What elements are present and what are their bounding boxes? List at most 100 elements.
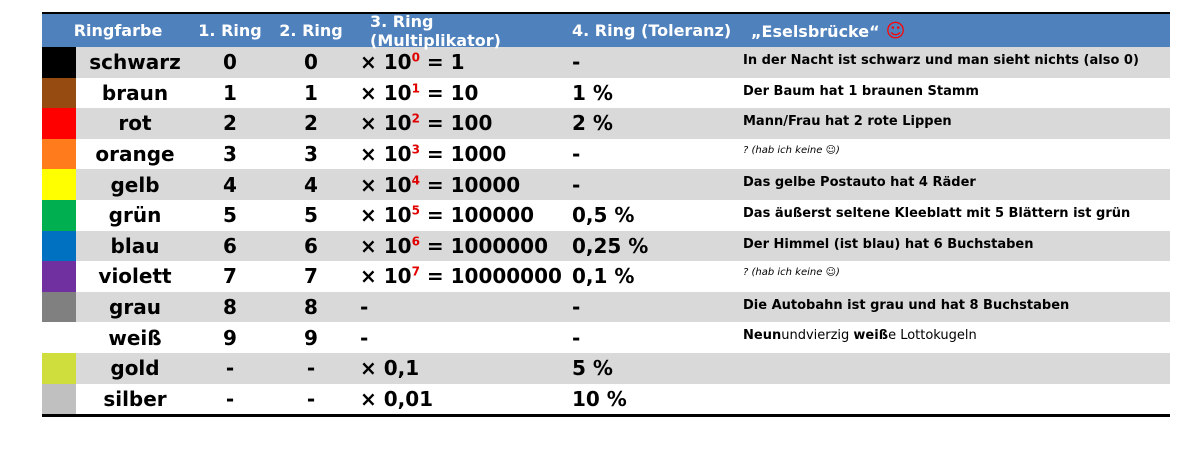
mnemonic-part: e Lottokugeln <box>888 328 977 344</box>
color-name: weiß <box>108 325 162 350</box>
header-mnemonic-label: „Eselsbrücke“ <box>751 21 880 41</box>
color-name: braun <box>101 80 169 105</box>
ring1-value: 5 <box>223 203 237 228</box>
smiley-face-icon: ☺ <box>885 19 906 42</box>
mnemonic-text <box>739 384 1170 390</box>
table-body: schwarz 0 0 × 100 = 1- In der Nacht ist schw… <box>42 47 1170 415</box>
multiplier-result: = 10000000 <box>419 264 562 289</box>
header-ring2: 2. Ring <box>279 21 343 40</box>
multiplier-result: = 1000000 <box>419 233 549 258</box>
multiplier-exponent: 7 <box>411 264 420 279</box>
multiplier-value: × 104 = 10000 <box>356 173 564 197</box>
table-row: gold - - × 0,1 5 % <box>42 352 1170 384</box>
color-swatch <box>42 108 76 139</box>
multiplier-result: = 10000 <box>419 172 521 197</box>
mnemonic-text: Das gelbe Postauto hat 4 Räder <box>743 175 976 191</box>
table-row: orange 3 3 × 103 = 1000-? (hab ich keine ☺) <box>42 138 1170 170</box>
color-name: blau <box>110 233 160 258</box>
ring1-value: - <box>225 386 235 411</box>
multiplier-exponent: 5 <box>411 203 420 218</box>
color-name: grau <box>109 295 161 320</box>
color-swatch <box>42 169 76 200</box>
multiplier-base: × 0,1 <box>360 356 420 381</box>
multiplier-value: × 101 = 10 <box>356 81 564 105</box>
mnemonic-part-bold: weiß <box>853 328 889 344</box>
color-swatch <box>42 383 76 415</box>
tolerance-value: 1 % <box>572 80 613 105</box>
color-name: silber <box>103 386 167 411</box>
mnemonic-text: ? (hab ich keine ☺) <box>743 267 840 279</box>
color-swatch <box>42 77 76 109</box>
ring1-value: 1 <box>223 80 237 105</box>
table-row: braun 1 1 × 101 = 10 1 % Der Baum hat 1 braun… <box>42 77 1170 109</box>
ring2-value: 4 <box>304 172 318 197</box>
multiplier-exponent: 0 <box>411 50 420 65</box>
table-row: blau 6 6 × 106 = 1000000 0,25 % Der Himmel (i… <box>42 230 1170 262</box>
multiplier-result: = 1000 <box>419 142 507 167</box>
multiplier-base: × 10 <box>360 172 412 197</box>
ring2-value: 9 <box>304 325 318 350</box>
color-name: gelb <box>110 172 160 197</box>
ring2-value: 8 <box>304 295 318 320</box>
color-swatch <box>42 138 76 170</box>
tolerance-value: 10 % <box>572 386 627 411</box>
color-swatch <box>42 261 76 292</box>
multiplier-base: - <box>360 325 369 350</box>
table-row: grau 8 8 - - Die Autobahn ist grau und hat 8 … <box>42 291 1170 323</box>
color-swatch <box>42 230 76 262</box>
ring1-value: 2 <box>223 111 237 136</box>
ring1-value: 3 <box>223 142 237 167</box>
multiplier-value: × 102 = 100 <box>356 111 564 135</box>
multiplier-base: × 10 <box>360 80 412 105</box>
header-mnemonic: „Eselsbrücke“ ☺ <box>739 20 1170 42</box>
multiplier-value: × 107 = 10000000 <box>356 264 564 288</box>
mnemonic-text <box>739 353 1170 359</box>
multiplier-value: - <box>356 295 564 319</box>
tolerance-value: - <box>572 142 581 167</box>
multiplier-value: - <box>356 326 564 350</box>
multiplier-base: - <box>360 295 369 320</box>
mnemonic-text: Der Baum hat 1 braunen Stamm <box>743 83 979 99</box>
ring2-value: 6 <box>304 233 318 258</box>
multiplier-exponent: 6 <box>411 234 420 249</box>
header-ring3: 3. Ring (Multiplikator) <box>370 11 501 50</box>
multiplier-value: × 100 = 1 <box>356 50 564 74</box>
resistor-color-code-table: Ringfarbe 1. Ring 2. Ring 3. Ring (Multi… <box>42 11 1170 418</box>
multiplier-base: × 10 <box>360 233 412 258</box>
color-swatch <box>42 352 76 384</box>
ring1-value: 6 <box>223 233 237 258</box>
color-swatch <box>42 47 76 78</box>
multiplier-base: × 10 <box>360 111 412 136</box>
table-row: weiß 9 9- - Neunundvierzig weiße Lottokugeln <box>42 322 1170 353</box>
tolerance-value: - <box>572 50 581 75</box>
ring1-value: 7 <box>223 264 237 289</box>
color-name: rot <box>118 111 152 136</box>
multiplier-result: = 100000 <box>419 203 535 228</box>
tolerance-value: 0,1 % <box>572 264 635 289</box>
multiplier-exponent: 2 <box>411 111 420 126</box>
ring2-value: 5 <box>304 203 318 228</box>
multiplier-value: × 0,01 <box>356 387 564 411</box>
tolerance-value: 2 % <box>572 111 613 136</box>
color-name: violett <box>98 264 172 289</box>
color-swatch <box>42 199 76 231</box>
table-row: gelb 4 4 × 104 = 10000- Das gelbe Postauto h… <box>42 169 1170 200</box>
ring2-value: 2 <box>304 111 318 136</box>
color-name: gold <box>110 356 160 381</box>
mnemonic-part-bold: Neun <box>743 328 782 344</box>
multiplier-result: = 100 <box>419 111 493 136</box>
color-name: grün <box>108 203 162 228</box>
ring2-value: 7 <box>304 264 318 289</box>
table-row: schwarz 0 0 × 100 = 1- In der Nacht ist schw… <box>42 47 1170 78</box>
mnemonic-text: Mann/Frau hat 2 rote Lippen <box>743 114 952 130</box>
tolerance-value: - <box>572 325 581 350</box>
table-header: Ringfarbe 1. Ring 2. Ring 3. Ring (Multi… <box>42 11 1170 50</box>
color-swatch <box>42 291 76 323</box>
ring1-value: - <box>225 356 235 381</box>
multiplier-exponent: 4 <box>411 173 420 188</box>
ring2-value: 3 <box>304 142 318 167</box>
color-name: orange <box>95 142 175 167</box>
header-ring4: 4. Ring (Toleranz) <box>572 21 732 40</box>
color-name: schwarz <box>89 50 181 75</box>
mnemonic-text: Das äußerst seltene Kleeblatt mit 5 Blät… <box>743 205 1131 221</box>
